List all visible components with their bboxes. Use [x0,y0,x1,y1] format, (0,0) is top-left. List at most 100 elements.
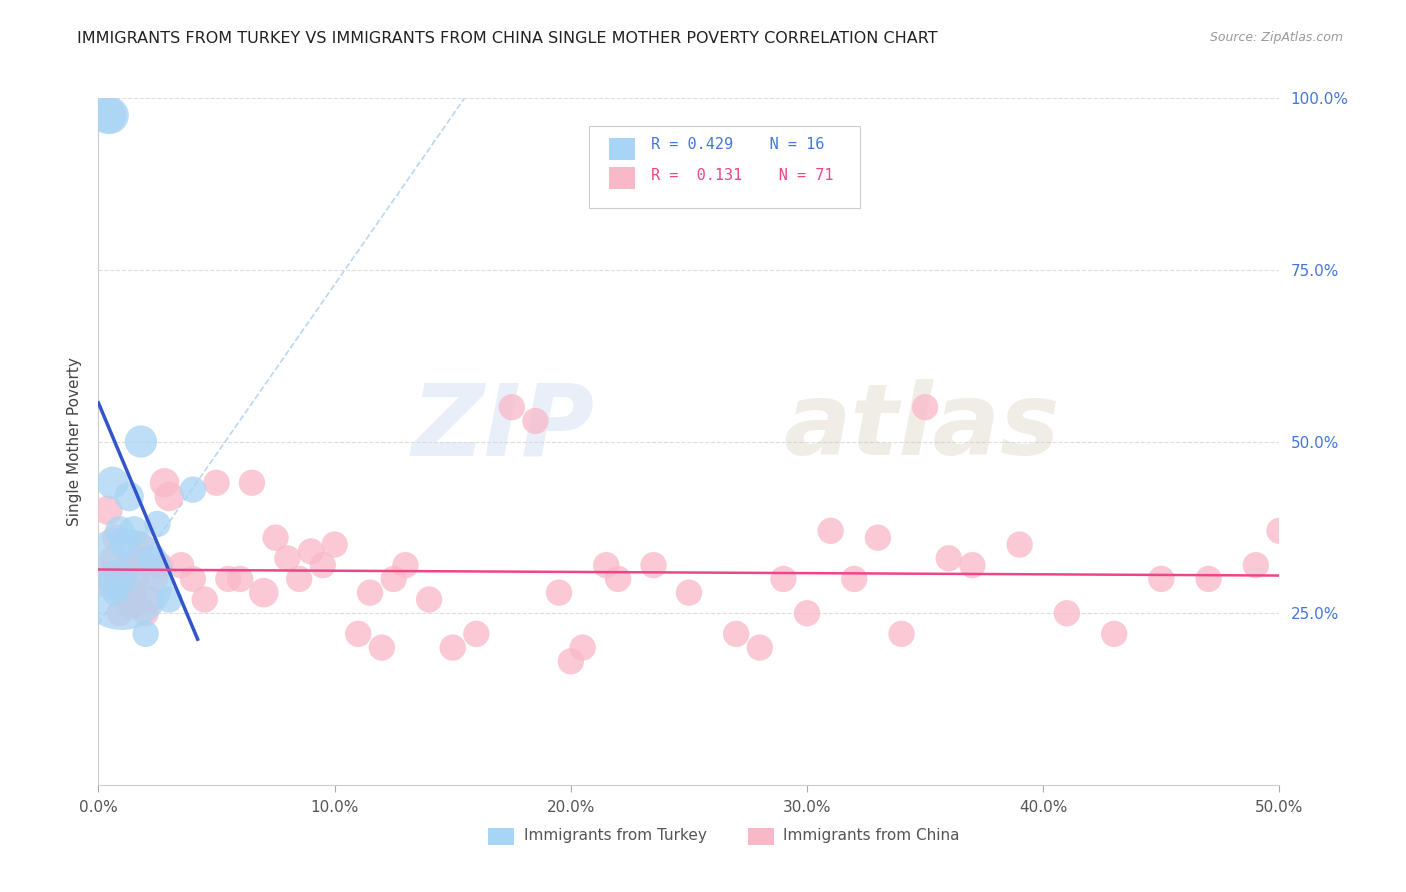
Point [98,572,121,586]
Point [125,572,148,586]
Point [143,572,166,586]
Point [962,558,984,573]
Point [866,531,889,545]
Point [643,558,665,573]
Text: IMMIGRANTS FROM TURKEY VS IMMIGRANTS FROM CHINA SINGLE MOTHER POVERTY CORRELATIO: IMMIGRANTS FROM TURKEY VS IMMIGRANTS FRO… [77,31,938,46]
Point [394,558,416,573]
Point [112,537,135,551]
Point [153,475,176,490]
Point [115,558,138,573]
Point [1056,607,1078,621]
Point [844,572,866,586]
Bar [748,828,773,845]
Point [595,558,617,573]
Point [938,551,960,566]
Point [796,607,818,621]
Text: Immigrants from Turkey: Immigrants from Turkey [523,829,706,843]
Point [890,627,912,641]
Point [914,400,936,414]
Point [139,592,162,607]
Point [135,627,157,641]
Point [560,654,582,668]
Point [128,551,150,566]
Point [118,490,141,504]
Point [371,640,394,655]
Point [1008,537,1031,551]
Point [1244,558,1267,573]
Point [181,572,204,586]
Text: R = 0.429    N = 16: R = 0.429 N = 16 [651,136,824,152]
Point [240,475,263,490]
Point [111,585,134,599]
Point [146,516,169,531]
Point [97,108,120,122]
Point [98,108,121,122]
Point [312,558,335,573]
Point [139,551,162,566]
Bar [609,168,634,189]
Point [108,524,131,538]
Point [276,551,298,566]
Point [104,585,127,599]
Point [157,490,180,504]
Point [465,627,488,641]
Point [105,572,128,586]
Point [122,524,145,538]
Point [194,592,217,607]
Point [205,475,228,490]
Point [1150,572,1173,586]
Point [501,400,523,414]
Point [112,572,135,586]
Point [1198,572,1220,586]
Point [97,503,120,517]
Point [418,592,440,607]
Point [101,475,124,490]
FancyBboxPatch shape [589,126,860,208]
Point [548,585,571,599]
Point [382,572,405,586]
Point [217,572,239,586]
Point [772,572,794,586]
Text: atlas: atlas [783,379,1060,476]
Point [607,572,630,586]
Bar [609,138,634,160]
Point [347,627,370,641]
Point [229,572,252,586]
Point [820,524,842,538]
Text: Immigrants from China: Immigrants from China [783,829,960,843]
Point [571,640,593,655]
Y-axis label: Single Mother Poverty: Single Mother Poverty [66,357,82,526]
Point [105,572,128,586]
Point [170,558,193,573]
Point [725,627,748,641]
Point [129,434,152,449]
Point [323,537,346,551]
Point [288,572,311,586]
Point [122,585,145,599]
Point [524,414,547,428]
Point [748,640,770,655]
Text: R =  0.131    N = 71: R = 0.131 N = 71 [651,169,834,183]
Point [149,558,172,573]
Text: ZIP: ZIP [412,379,595,476]
Point [253,585,276,599]
Point [108,607,131,621]
Point [264,531,287,545]
Point [121,599,143,614]
Point [94,572,117,586]
Point [1268,524,1291,538]
Point [101,551,124,566]
Point [157,592,180,607]
Point [299,544,322,558]
Point [104,531,127,545]
Point [118,592,141,607]
Point [181,483,204,497]
Point [441,640,464,655]
Point [129,537,152,551]
Bar [488,828,515,845]
Point [1102,627,1125,641]
Point [678,585,700,599]
Point [135,607,157,621]
Text: Source: ZipAtlas.com: Source: ZipAtlas.com [1209,31,1343,45]
Point [111,572,134,586]
